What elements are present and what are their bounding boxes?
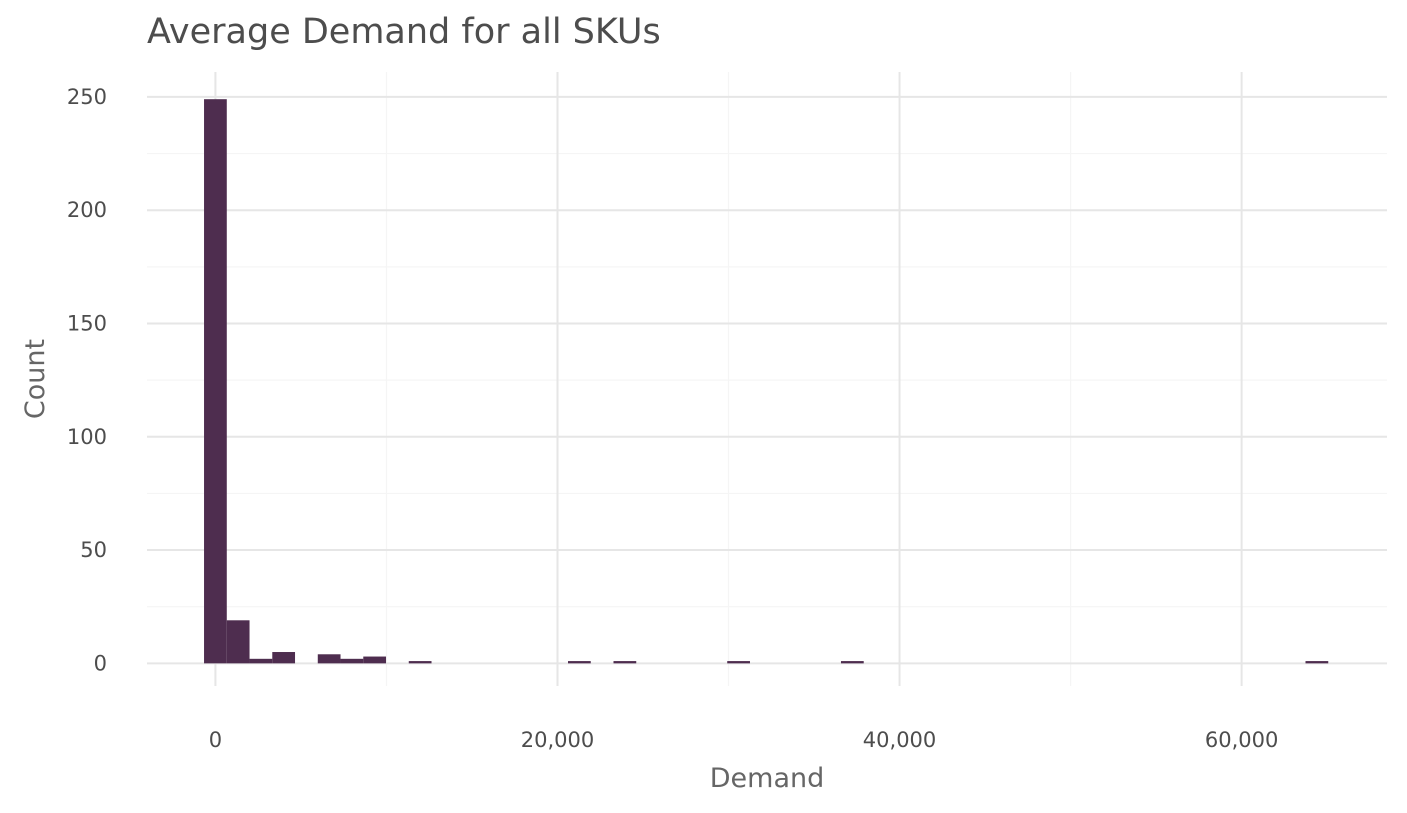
x-tick-label: 40,000: [863, 728, 936, 752]
histogram-bar: [204, 99, 227, 664]
histogram-bar: [727, 661, 750, 664]
histogram-bar: [408, 661, 432, 664]
histogram-bar: [317, 654, 341, 664]
x-axis-tick-labels: 0 20,000 40,000 60,000: [209, 728, 1279, 752]
histogram-bar: [249, 658, 273, 664]
minor-gridlines: [147, 72, 1387, 686]
histogram-bar: [840, 661, 864, 664]
y-tick-label: 0: [94, 651, 107, 675]
y-tick-label: 200: [67, 198, 107, 222]
major-gridlines: [147, 72, 1387, 686]
histogram-bar: [363, 656, 387, 664]
chart-title: Average Demand for all SKUs: [147, 12, 661, 52]
x-tick-label: 0: [209, 728, 222, 752]
histogram-bar: [272, 652, 296, 664]
y-tick-label: 100: [67, 425, 107, 449]
x-axis-title: Demand: [710, 763, 825, 794]
histogram-bar: [568, 661, 591, 664]
histogram-bar: [613, 661, 637, 664]
y-tick-label: 250: [67, 85, 107, 109]
x-tick-label: 20,000: [521, 728, 594, 752]
histogram-bar: [226, 620, 250, 664]
y-axis-title: Count: [20, 339, 51, 419]
histogram-bars: [204, 99, 1329, 664]
y-axis-tick-labels: 0 50 100 150 200 250: [67, 85, 107, 675]
y-tick-label: 50: [80, 538, 107, 562]
x-tick-label: 60,000: [1205, 728, 1278, 752]
histogram-bar: [1305, 661, 1329, 664]
y-tick-label: 150: [67, 311, 107, 335]
histogram-bar: [340, 658, 364, 664]
